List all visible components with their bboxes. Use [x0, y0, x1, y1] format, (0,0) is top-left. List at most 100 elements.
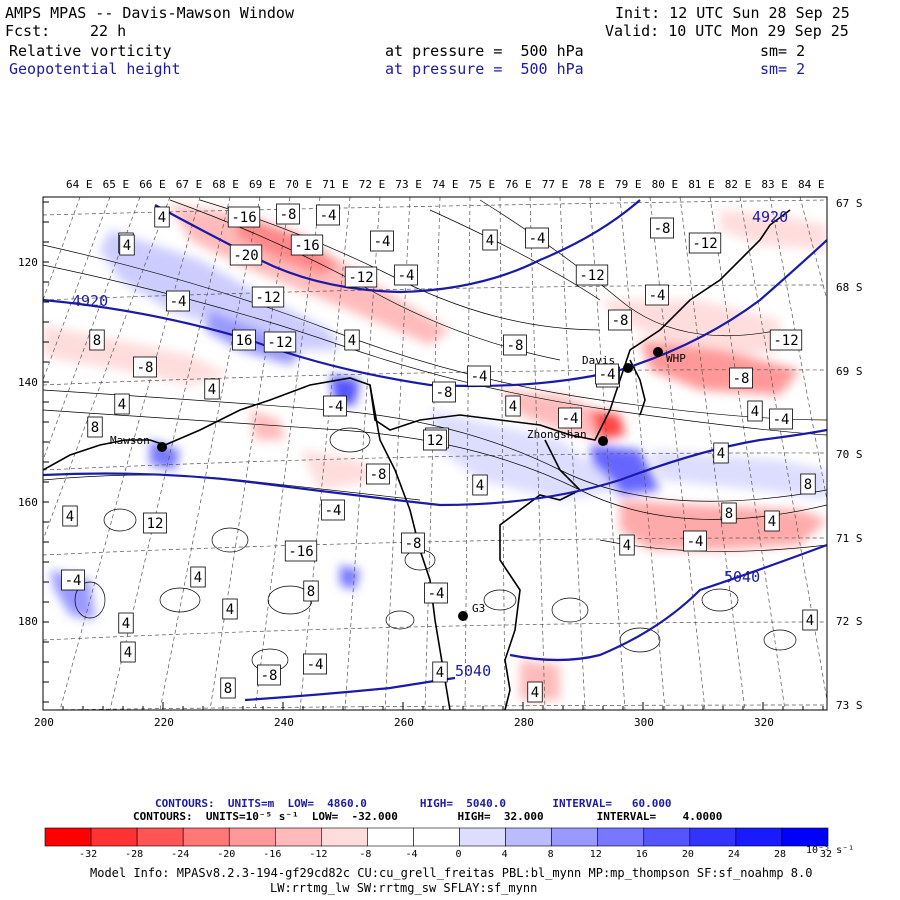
vorticity-label-box	[558, 407, 582, 429]
colorbar-swatch	[367, 827, 414, 847]
field1-level: at pressure = 500 hPa	[385, 42, 584, 60]
stations: Davis WHP Zhongshan Mawson G3	[110, 347, 686, 621]
vorticity-label: -8	[507, 338, 524, 354]
colorbar-tick-label: 0	[455, 849, 462, 860]
vorticity-label-box	[263, 331, 297, 353]
colorbar-tick-label: 8	[547, 849, 554, 860]
vorticity-labels: 4-16-8-44-20-16-4-12-44-12-4-4-128-4-844…	[61, 203, 818, 703]
vorticity-label: 8	[91, 420, 99, 436]
vorticity-label: 8	[804, 477, 812, 493]
station-marker	[653, 347, 663, 357]
vorticity-label: -16	[294, 238, 319, 254]
plot-title: AMPS MPAS -- Davis-Mawson Window	[5, 4, 294, 22]
vorticity-label: -8	[261, 668, 278, 684]
vorticity-label: 4	[531, 685, 539, 701]
vorticity-label-box	[62, 505, 78, 527]
colorbar-tick-label: -8	[359, 849, 372, 860]
vorticity-label-box	[764, 510, 780, 532]
vorticity-label: -8	[612, 313, 629, 329]
model-info-line1: Model Info: MPASv8.2.3-194-gf29cd82c CU:…	[90, 866, 813, 880]
colorbar-tick-label: -16	[263, 849, 282, 860]
vorticity-label: -4	[398, 268, 415, 284]
colorbar-tick-label: 24	[727, 849, 740, 860]
grid-x-label: 300	[634, 716, 654, 729]
latitude-label: 70 S	[836, 448, 863, 461]
station-label: Davis	[582, 354, 615, 367]
colorbar-swatch	[735, 827, 783, 847]
vorticity-label-box	[154, 206, 170, 228]
vorticity-label-box	[394, 264, 418, 286]
vorticity-label-box	[423, 429, 447, 451]
longitude-label: 75 E	[468, 178, 496, 191]
vorticity-contour-info: CONTOURS: UNITS=10⁻⁵ s⁻¹ LOW= -32.000 HI…	[133, 810, 723, 823]
vorticity-label: -16	[231, 210, 256, 226]
latitude-label: 72 S	[836, 615, 863, 628]
colorbar-tick-label: 4	[501, 849, 508, 860]
vorticity-label: -8	[733, 371, 750, 387]
colorbar-tick-label: -32	[79, 849, 98, 860]
vorticity-label: -4	[471, 369, 488, 385]
colorbar-tick-label: -20	[217, 849, 236, 860]
grid-y-label: 140	[18, 376, 38, 389]
vorticity-label: -8	[137, 360, 154, 376]
vorticity-label: -4	[325, 503, 342, 519]
vorticity-label-box	[204, 378, 220, 400]
longitude-label: 74 E	[432, 178, 459, 191]
grid-x-label: 200	[34, 716, 54, 729]
height-label: 4920	[72, 292, 108, 310]
colorbar-swatch	[228, 827, 276, 847]
vorticity-label: 4	[208, 382, 216, 398]
height-label: 4920	[752, 208, 788, 226]
longitude-label: 64 E	[66, 178, 93, 191]
vorticity-label-box	[525, 227, 549, 249]
vorticity-label: 4	[124, 645, 132, 661]
vorticity-label: 8	[725, 506, 733, 522]
longitude-label: 68 E	[212, 178, 239, 191]
vorticity-label-box	[650, 217, 674, 239]
vorticity-label: 4	[806, 613, 814, 629]
vorticity-label: 4	[194, 570, 202, 586]
vorticity-label-box	[87, 416, 103, 438]
longitude-label: 69 E	[249, 178, 276, 191]
vorticity-label: -12	[267, 335, 292, 351]
vorticity-label-box	[323, 395, 347, 417]
vorticity-label-box	[688, 232, 722, 254]
station-label: Mawson	[110, 434, 150, 447]
colorbar-swatch	[643, 827, 691, 847]
vorticity-label-box	[467, 365, 491, 387]
vorticity-label-box	[61, 569, 85, 591]
vorticity-label: 4	[476, 478, 484, 494]
valid-time: Valid: 10 UTC Mon 29 Sep 25	[605, 22, 849, 40]
grid-x-label: 280	[514, 716, 534, 729]
longitude-label: 78 E	[578, 178, 605, 191]
height-contour-info: CONTOURS: UNITS=m LOW= 4860.0 HIGH= 5040…	[155, 797, 672, 810]
vorticity-label: -20	[233, 248, 258, 264]
field1-smoothing: sm= 2	[760, 42, 806, 60]
latitude-label: 69 S	[836, 365, 863, 378]
vorticity-label-box	[401, 532, 425, 554]
axis-ticks	[42, 201, 824, 710]
vorticity-label-box	[370, 230, 394, 252]
vorticity-label-box	[683, 530, 707, 552]
vorticity-label: -12	[255, 290, 280, 306]
longitude-label: 70 E	[285, 178, 313, 191]
field1-name: Relative vorticity	[9, 42, 172, 60]
colorbar-units: 10⁻⁵ s⁻¹	[806, 845, 855, 856]
vorticity-label-box	[166, 290, 190, 312]
station-marker	[458, 611, 468, 621]
model-info-line2: LW:rrtmg_lw SW:rrtmg_sw SFLAY:sf_mynn	[270, 881, 538, 895]
vorticity-label: -4	[327, 399, 344, 415]
vorticity-label: -8	[280, 207, 297, 223]
colorbar-tick-label: 12	[589, 849, 602, 860]
colorbar-swatch	[413, 827, 460, 847]
vorticity-label: -4	[773, 412, 790, 428]
field2-name: Geopotential height	[9, 60, 181, 78]
colorbar-tick-label: -12	[309, 849, 328, 860]
grid-x-label: 220	[154, 716, 174, 729]
colorbar-swatch	[689, 827, 737, 847]
station-marker	[157, 442, 167, 452]
vorticity-label-box	[114, 393, 130, 415]
vorticity-label-box	[432, 661, 448, 683]
vorticity-label: -4	[170, 294, 187, 310]
vorticity-label: -4	[307, 657, 324, 673]
